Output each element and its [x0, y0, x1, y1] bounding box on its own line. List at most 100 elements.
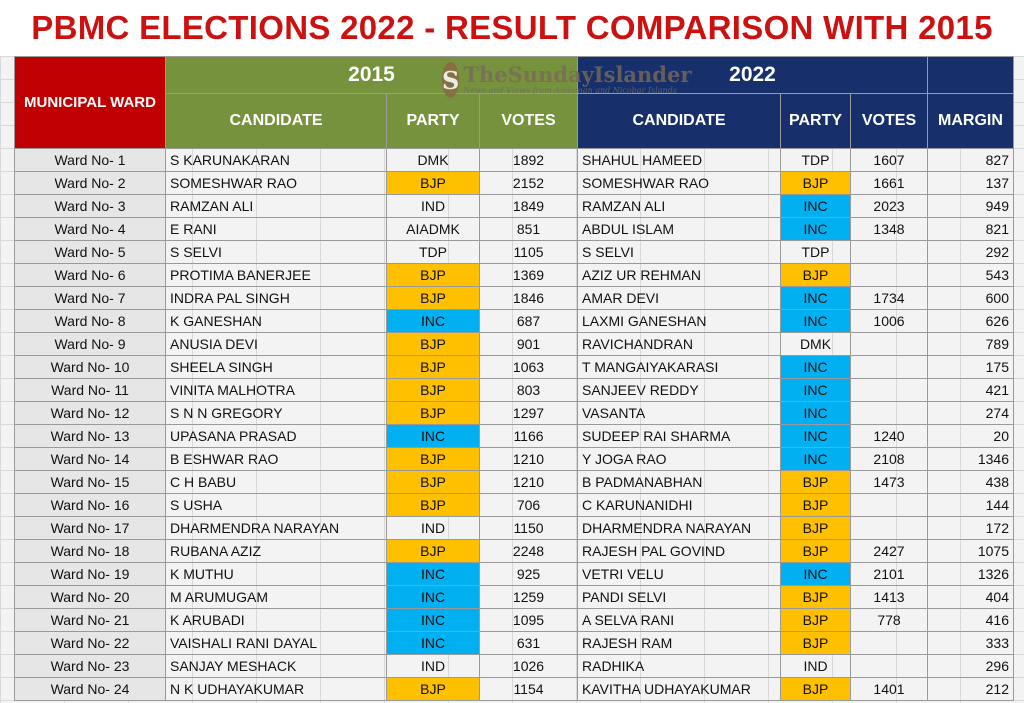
party-2015-cell: INC: [386, 562, 480, 586]
header-votes-2022: VOTES: [850, 93, 928, 149]
candidate-2015-cell: RUBANA AZIZ: [165, 539, 387, 563]
party-2022-cell: TDP: [780, 240, 851, 264]
party-2022-cell: INC: [780, 562, 851, 586]
party-2022-cell: BJP: [780, 493, 851, 517]
candidate-2015-cell: N K UDHAYAKUMAR: [165, 677, 387, 701]
ward-cell: Ward No- 2: [14, 171, 166, 195]
header-candidate-2015: CANDIDATE: [165, 93, 387, 149]
votes-2022-cell: 1401: [850, 677, 928, 701]
margin-cell: 1075: [927, 539, 1014, 563]
votes-2015-cell: 1026: [479, 654, 578, 678]
candidate-2022-cell: KAVITHA UDHAYAKUMAR: [577, 677, 781, 701]
candidate-2022-cell: SUDEEP RAI SHARMA: [577, 424, 781, 448]
table-row: Ward No- 23 SANJAY MESHACK IND 1026 RADHIKA I…: [14, 654, 1014, 678]
margin-cell: 144: [927, 493, 1014, 517]
votes-2022-cell: [850, 631, 928, 655]
candidate-2022-cell: RAJESH PAL GOVIND: [577, 539, 781, 563]
margin-cell: 789: [927, 332, 1014, 356]
votes-2015-cell: 1150: [479, 516, 578, 540]
table-row: Ward No- 11 VINITA MALHOTRA BJP 803 SANJEEV …: [14, 378, 1014, 402]
candidate-2015-cell: SANJAY MESHACK: [165, 654, 387, 678]
table-row: Ward No- 7 INDRA PAL SINGH BJP 1846 AMAR DEV…: [14, 286, 1014, 310]
party-2022-cell: INC: [780, 447, 851, 471]
votes-2022-cell: 2023: [850, 194, 928, 218]
header-blank-cell: [927, 56, 1014, 94]
margin-cell: 600: [927, 286, 1014, 310]
party-2022-cell: INC: [780, 424, 851, 448]
party-2022-cell: INC: [780, 355, 851, 379]
votes-2015-cell: 1369: [479, 263, 578, 287]
candidate-2022-cell: SHAHUL HAMEED: [577, 148, 781, 172]
ward-cell: Ward No- 18: [14, 539, 166, 563]
page-title: PBMC ELECTIONS 2022 - RESULT COMPARISON …: [31, 9, 993, 46]
candidate-2015-cell: SOMESHWAR RAO: [165, 171, 387, 195]
candidate-2015-cell: VAISHALI RANI DAYAL: [165, 631, 387, 655]
candidate-2022-cell: T MANGAIYAKARASI: [577, 355, 781, 379]
header-year-2022: 2022: [577, 56, 928, 94]
ward-cell: Ward No- 14: [14, 447, 166, 471]
margin-cell: 296: [927, 654, 1014, 678]
votes-2022-cell: 2108: [850, 447, 928, 471]
candidate-2022-cell: VASANTA: [577, 401, 781, 425]
candidate-2022-cell: AMAR DEVI: [577, 286, 781, 310]
ward-cell: Ward No- 11: [14, 378, 166, 402]
header-party-2015: PARTY: [386, 93, 480, 149]
votes-2022-cell: 1240: [850, 424, 928, 448]
party-2022-cell: BJP: [780, 585, 851, 609]
party-2022-cell: BJP: [780, 263, 851, 287]
party-2022-cell: IND: [780, 654, 851, 678]
party-2022-cell: BJP: [780, 631, 851, 655]
party-2015-cell: BJP: [386, 401, 480, 425]
ward-cell: Ward No- 24: [14, 677, 166, 701]
party-2015-cell: INC: [386, 309, 480, 333]
party-2022-cell: TDP: [780, 148, 851, 172]
candidate-2015-cell: E RANI: [165, 217, 387, 241]
header-votes-2015: VOTES: [479, 93, 578, 149]
candidate-2022-cell: AZIZ UR REHMAN: [577, 263, 781, 287]
party-2015-cell: INC: [386, 608, 480, 632]
votes-2022-cell: 2427: [850, 539, 928, 563]
candidate-2015-cell: RAMZAN ALI: [165, 194, 387, 218]
party-2022-cell: BJP: [780, 516, 851, 540]
votes-2022-cell: [850, 263, 928, 287]
votes-2015-cell: 687: [479, 309, 578, 333]
candidate-2015-cell: VINITA MALHOTRA: [165, 378, 387, 402]
candidate-2022-cell: RADHIKA: [577, 654, 781, 678]
party-2015-cell: BJP: [386, 171, 480, 195]
votes-2022-cell: [850, 332, 928, 356]
ward-cell: Ward No- 1: [14, 148, 166, 172]
party-2022-cell: BJP: [780, 539, 851, 563]
party-2015-cell: BJP: [386, 355, 480, 379]
candidate-2022-cell: SOMESHWAR RAO: [577, 171, 781, 195]
ward-cell: Ward No- 8: [14, 309, 166, 333]
party-2015-cell: BJP: [386, 286, 480, 310]
party-2022-cell: BJP: [780, 608, 851, 632]
votes-2022-cell: 1607: [850, 148, 928, 172]
ward-cell: Ward No- 15: [14, 470, 166, 494]
party-2022-cell: DMK: [780, 332, 851, 356]
table-row: Ward No- 24 N K UDHAYAKUMAR BJP 1154 KAVITHA…: [14, 677, 1014, 701]
party-2015-cell: AIADMK: [386, 217, 480, 241]
party-2015-cell: INC: [386, 585, 480, 609]
votes-2015-cell: 1297: [479, 401, 578, 425]
party-2015-cell: BJP: [386, 493, 480, 517]
header-party-2022: PARTY: [780, 93, 851, 149]
party-2015-cell: BJP: [386, 677, 480, 701]
ward-cell: Ward No- 10: [14, 355, 166, 379]
votes-2015-cell: 631: [479, 631, 578, 655]
votes-2015-cell: 1892: [479, 148, 578, 172]
margin-cell: 175: [927, 355, 1014, 379]
party-2022-cell: BJP: [780, 677, 851, 701]
party-2015-cell: BJP: [386, 332, 480, 356]
margin-cell: 821: [927, 217, 1014, 241]
votes-2022-cell: [850, 378, 928, 402]
ward-cell: Ward No- 17: [14, 516, 166, 540]
candidate-2022-cell: RAJESH RAM: [577, 631, 781, 655]
party-2022-cell: INC: [780, 401, 851, 425]
votes-2022-cell: [850, 355, 928, 379]
ward-cell: Ward No- 21: [14, 608, 166, 632]
candidate-2015-cell: S USHA: [165, 493, 387, 517]
votes-2022-cell: 1734: [850, 286, 928, 310]
